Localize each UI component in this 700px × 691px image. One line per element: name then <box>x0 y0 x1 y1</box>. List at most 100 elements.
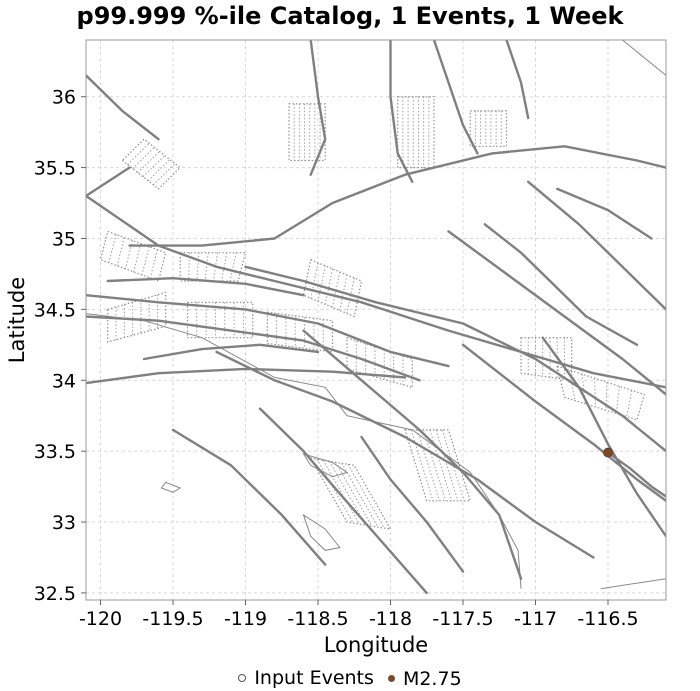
event-markers <box>603 447 613 458</box>
fault-trace <box>389 40 414 184</box>
fault-zone-polygon <box>309 457 392 530</box>
fault-zone-polygon <box>469 110 508 147</box>
event-marker-m275 <box>603 447 613 458</box>
fault-trace <box>142 343 320 361</box>
coastline <box>622 40 666 76</box>
fault-zone-polygon <box>404 429 472 502</box>
fault-trace <box>215 350 595 559</box>
fault-zone-hatch <box>142 155 166 178</box>
x-tick-label: -118 <box>369 608 412 630</box>
fault-zone-hatch <box>132 146 155 169</box>
coastline <box>600 578 666 590</box>
legend-label-input-events: Input Events <box>254 667 374 689</box>
fault-zone-hatch <box>626 390 633 417</box>
fault-zone-hatch <box>229 252 237 282</box>
fault-zone-hatch <box>569 370 576 401</box>
island-outline <box>302 513 341 551</box>
fault-zone-hatch <box>108 234 117 263</box>
x-tick-label: -117 <box>514 608 557 630</box>
fault-trace <box>258 407 428 595</box>
y-tick-label: 33.5 <box>34 441 76 463</box>
fault-zone-hatch <box>324 268 333 305</box>
fault-zone-hatch <box>221 252 228 282</box>
y-tick-label: 34 <box>52 370 76 392</box>
y-tick-label: 32.5 <box>34 583 76 605</box>
island-outline <box>302 453 349 478</box>
fault-trace <box>541 336 666 538</box>
coastlines <box>86 40 666 590</box>
fault-traces <box>86 40 666 595</box>
legend-item-m275: M2.75 <box>387 667 462 691</box>
fault-zone-hatch <box>141 246 150 276</box>
y-axis-title: Latitude <box>5 277 29 363</box>
open-circle-icon <box>238 674 247 682</box>
fault-trace <box>606 451 666 498</box>
fault-trace <box>86 74 160 141</box>
fault-zone-hatch <box>137 151 160 174</box>
fault-zone-hatch <box>605 382 608 411</box>
legend-label-m275: M2.75 <box>402 667 462 690</box>
x-tick-label: -119.5 <box>142 608 203 630</box>
x-axis-title: Longitude <box>324 633 428 657</box>
plot-frame <box>85 39 667 601</box>
axis-ticks: -120 -119.5 -119 -118.5 -118 -117.5 -117 -116.5… <box>34 87 639 630</box>
fault-trace <box>556 187 653 240</box>
fault-trace <box>128 145 666 247</box>
fault-zone-hatch <box>127 142 150 165</box>
fault-zone-hatch <box>152 163 176 186</box>
coastline <box>86 313 522 589</box>
filled-circle-icon <box>387 675 395 682</box>
fault-trace <box>86 166 131 198</box>
fault-zone-polygon <box>107 291 167 343</box>
fault-zone-polygons <box>99 96 645 530</box>
x-tick-label: -117.5 <box>432 608 493 630</box>
fault-zone-polygon <box>179 252 247 282</box>
x-tick-label: -118.5 <box>287 608 348 630</box>
legend-item-input-events: Input Events <box>238 666 374 690</box>
x-tick-label: -116.5 <box>577 608 638 630</box>
fault-zone-hatch <box>196 252 200 282</box>
fault-trace <box>244 265 666 453</box>
fault-trace <box>302 329 523 580</box>
fault-zone-hatch <box>310 262 319 299</box>
fault-trace <box>527 180 666 311</box>
fault-trace <box>447 230 666 396</box>
fault-trace <box>86 294 450 368</box>
fault-zone-polygon <box>288 103 326 162</box>
y-tick-label: 35 <box>52 228 76 250</box>
fault-zone-hatch <box>615 386 620 414</box>
fault-trace <box>171 428 327 566</box>
fault-trace <box>106 277 305 297</box>
fault-trace <box>483 223 639 346</box>
fault-zone-hatch <box>594 378 597 408</box>
fault-trace <box>360 435 465 573</box>
fault-zone-hatch <box>133 243 142 273</box>
fault-zone-hatch <box>204 252 209 282</box>
fault-trace <box>309 40 327 176</box>
fault-trace <box>461 343 666 502</box>
x-tick-label: -120 <box>79 608 122 630</box>
fault-zone-hatch <box>317 265 326 302</box>
x-tick-label: -119 <box>224 608 267 630</box>
fault-trace <box>86 315 421 382</box>
fault-trace <box>432 40 479 155</box>
fault-trace <box>505 40 530 120</box>
fault-zone-polygon <box>556 365 645 421</box>
fault-zone-polygon <box>302 258 363 318</box>
fault-trace <box>86 367 407 385</box>
fault-zone-hatch <box>147 159 171 182</box>
map-layer <box>86 40 666 595</box>
chart-title: p99.999 %-ile Catalog, 1 Events, 1 Week <box>76 2 624 30</box>
grid-lines <box>86 40 666 600</box>
fault-zone-hatch <box>149 249 158 279</box>
fault-zone-hatch <box>116 237 125 266</box>
y-tick-label: 33 <box>52 512 76 534</box>
y-tick-label: 34.5 <box>34 299 76 321</box>
fault-zone-polygon <box>186 301 254 339</box>
legend: Input Events M2.75 <box>0 664 700 691</box>
y-tick-label: 36 <box>52 87 76 109</box>
y-tick-label: 35.5 <box>34 158 76 180</box>
island-outline <box>160 481 182 493</box>
fault-trace <box>86 194 666 389</box>
